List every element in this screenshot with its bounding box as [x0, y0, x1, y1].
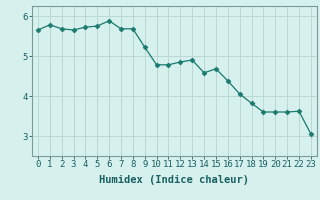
X-axis label: Humidex (Indice chaleur): Humidex (Indice chaleur) — [100, 175, 249, 185]
